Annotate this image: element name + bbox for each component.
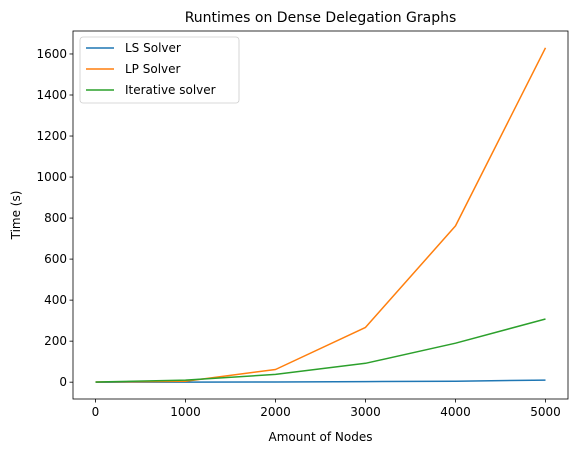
legend-label-iterative-solver: Iterative solver (125, 83, 216, 97)
legend-label-lp-solver: LP Solver (125, 62, 181, 76)
y-tick-label: 200 (44, 334, 67, 348)
series-line-lp-solver (95, 47, 547, 383)
plot-area (72, 30, 569, 400)
y-tick-label: 1000 (36, 170, 67, 184)
x-tick-label: 2000 (260, 405, 291, 419)
y-tick-label: 600 (44, 252, 67, 266)
x-tick-label: 1000 (170, 405, 201, 419)
y-axis-label: Time (s) (9, 191, 23, 241)
y-tick-label: 0 (59, 375, 67, 389)
y-tick-label: 800 (44, 211, 67, 225)
x-tick-label: 0 (92, 405, 100, 419)
legend-label-ls-solver: LS Solver (125, 41, 181, 55)
series-lines (95, 47, 547, 383)
chart-title: Runtimes on Dense Delegation Graphs (185, 10, 457, 26)
legend: LS Solver LP Solver Iterative solver (79, 36, 240, 104)
y-tick-label: 1400 (36, 88, 67, 102)
series-line-iterative-solver (95, 318, 546, 383)
x-tick-label: 5000 (530, 405, 561, 419)
y-axis: 0 200 400 600 800 1000 1200 1400 1600 (36, 47, 73, 389)
x-tick-label: 3000 (350, 405, 381, 419)
x-axis: 0 1000 2000 3000 4000 5000 (92, 399, 561, 419)
series-line-ls-solver (95, 379, 546, 383)
y-tick-label: 1200 (36, 129, 67, 143)
x-axis-label: Amount of Nodes (269, 430, 373, 444)
y-tick-label: 1600 (36, 47, 67, 61)
x-tick-label: 4000 (440, 405, 471, 419)
y-tick-label: 400 (44, 293, 67, 307)
legend-box (79, 36, 240, 104)
